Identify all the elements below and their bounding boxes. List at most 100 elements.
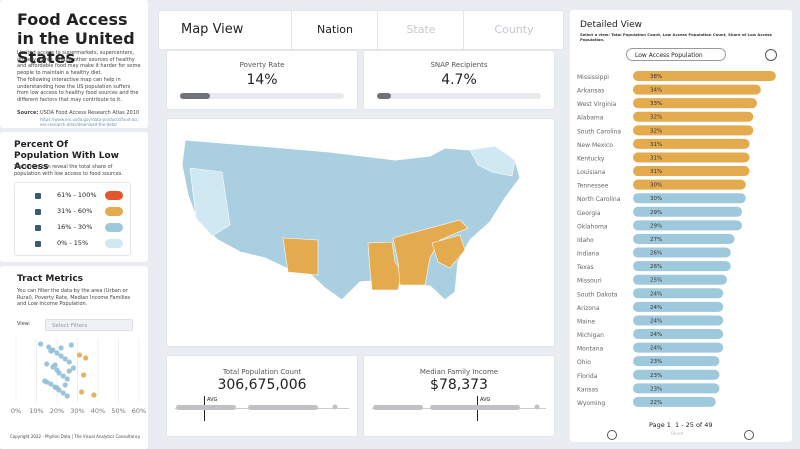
tab[interactable]: County xyxy=(463,11,564,49)
bar xyxy=(633,329,724,340)
legend-swatch xyxy=(105,207,123,216)
bar xyxy=(633,396,716,407)
scatter-point xyxy=(91,392,97,398)
prev-button[interactable] xyxy=(607,430,617,440)
kpi-title: Total Population Count xyxy=(222,368,302,376)
bar-label: 34% xyxy=(650,88,662,94)
scatter-point xyxy=(58,345,64,351)
filter-label: View: xyxy=(17,321,31,327)
scatter-point xyxy=(48,381,54,387)
x-tick-label: 40% xyxy=(91,407,105,415)
tab[interactable]: Nation xyxy=(291,11,378,49)
state-label: Florida xyxy=(577,373,598,380)
tab-bar: Map View Nation State County xyxy=(158,10,564,50)
progress-track xyxy=(180,93,344,99)
bar xyxy=(633,138,750,149)
strip-dot xyxy=(534,404,540,410)
bar xyxy=(633,356,720,367)
state-label: Idaho xyxy=(577,237,594,244)
checkbox[interactable] xyxy=(35,241,41,247)
state-label: Kansas xyxy=(577,386,598,393)
scatter-point xyxy=(68,342,74,348)
bar-label: 29% xyxy=(650,223,662,229)
map-land xyxy=(181,139,521,301)
kpi-value: $78,373 xyxy=(430,377,488,393)
sort-icon[interactable] xyxy=(765,49,777,61)
bar-label: 24% xyxy=(650,346,662,352)
map-state xyxy=(469,145,516,177)
x-tick-label: 10% xyxy=(29,407,43,415)
detail-subtitle: Select a view: Total Population Count, L… xyxy=(580,32,772,42)
scatter-point xyxy=(56,370,62,376)
state-label: Indiana xyxy=(577,251,600,258)
bar xyxy=(633,247,731,258)
state-label: Maine xyxy=(577,318,595,325)
scatter-point xyxy=(62,382,68,388)
state-label: Mississippi xyxy=(577,74,609,81)
tab[interactable]: Map View xyxy=(181,22,244,37)
bar-label: 24% xyxy=(650,291,662,297)
tract-description: You can filter the data by the area (Urb… xyxy=(17,288,131,307)
bar xyxy=(633,274,727,285)
bar xyxy=(633,98,758,109)
avg-label: AVG xyxy=(480,397,491,403)
scatter-point xyxy=(38,341,44,347)
scatter-point xyxy=(52,362,58,368)
x-tick-label: 20% xyxy=(50,407,64,415)
scatter-point xyxy=(70,365,76,371)
bar xyxy=(633,233,735,244)
bar xyxy=(633,84,761,95)
avg-label: AVG xyxy=(207,397,218,403)
kpi-card: Total Population Count 306,675,006 AVG xyxy=(166,355,358,437)
state-label: Oklahoma xyxy=(577,223,608,230)
progress-track xyxy=(377,93,541,99)
kpi-value: 14% xyxy=(246,72,278,88)
bar-label: 26% xyxy=(650,251,662,257)
bar xyxy=(633,206,743,217)
checkbox[interactable] xyxy=(35,209,41,215)
legend-box: 61% - 100% 31% - 60% 16% - 30% 0% - 15% xyxy=(14,182,131,256)
tab[interactable]: State xyxy=(377,11,464,49)
page-label: Page 1 xyxy=(649,421,671,429)
source-link[interactable]: https://www.ers.usda.gov/data-products/f… xyxy=(40,117,139,127)
bar xyxy=(633,179,746,190)
legend-label: 0% - 15% xyxy=(57,239,89,247)
scatter-point xyxy=(79,389,85,395)
scatter-point xyxy=(54,350,60,356)
state-label: Ohio xyxy=(577,359,591,366)
state-label: Michigan xyxy=(577,332,604,339)
state-label: Arkansas xyxy=(577,88,604,95)
reset[interactable]: Reset xyxy=(671,432,684,437)
next-button[interactable] xyxy=(744,430,754,440)
bar-label: 31% xyxy=(650,169,662,175)
state-label: Louisiana xyxy=(577,169,606,176)
strip-dots xyxy=(176,405,236,410)
bar-label: 22% xyxy=(650,400,662,406)
state-label: Missouri xyxy=(577,278,602,285)
bar xyxy=(633,220,743,231)
bar-label: 23% xyxy=(650,386,662,392)
scatter-point xyxy=(64,376,70,382)
checkbox[interactable] xyxy=(35,193,41,199)
filter-select[interactable]: Select Filters xyxy=(45,319,133,331)
scatter-point xyxy=(64,393,70,399)
scatter-point xyxy=(83,355,89,361)
state-label: Alabama xyxy=(577,115,604,122)
scatter-point xyxy=(62,356,68,362)
map-state xyxy=(431,234,466,269)
state-label: New Mexico xyxy=(577,142,613,149)
bar-label: 23% xyxy=(650,359,662,365)
dropdown[interactable]: Low Access Population xyxy=(626,48,726,61)
map-state xyxy=(392,219,469,286)
legend-panel: Percent Of Population With Low Access Th… xyxy=(0,132,148,262)
intro2: The following interactive map can help i… xyxy=(17,77,139,103)
state-label: South Dakota xyxy=(577,291,618,298)
bar-label: 32% xyxy=(650,128,662,134)
state-label: South Carolina xyxy=(577,128,621,135)
checkbox[interactable] xyxy=(35,225,41,231)
legend-title: Percent Of Population With Low Access xyxy=(14,140,119,172)
bar xyxy=(633,288,724,299)
state-label: Arizona xyxy=(577,305,600,312)
bar-label: 33% xyxy=(650,101,662,107)
